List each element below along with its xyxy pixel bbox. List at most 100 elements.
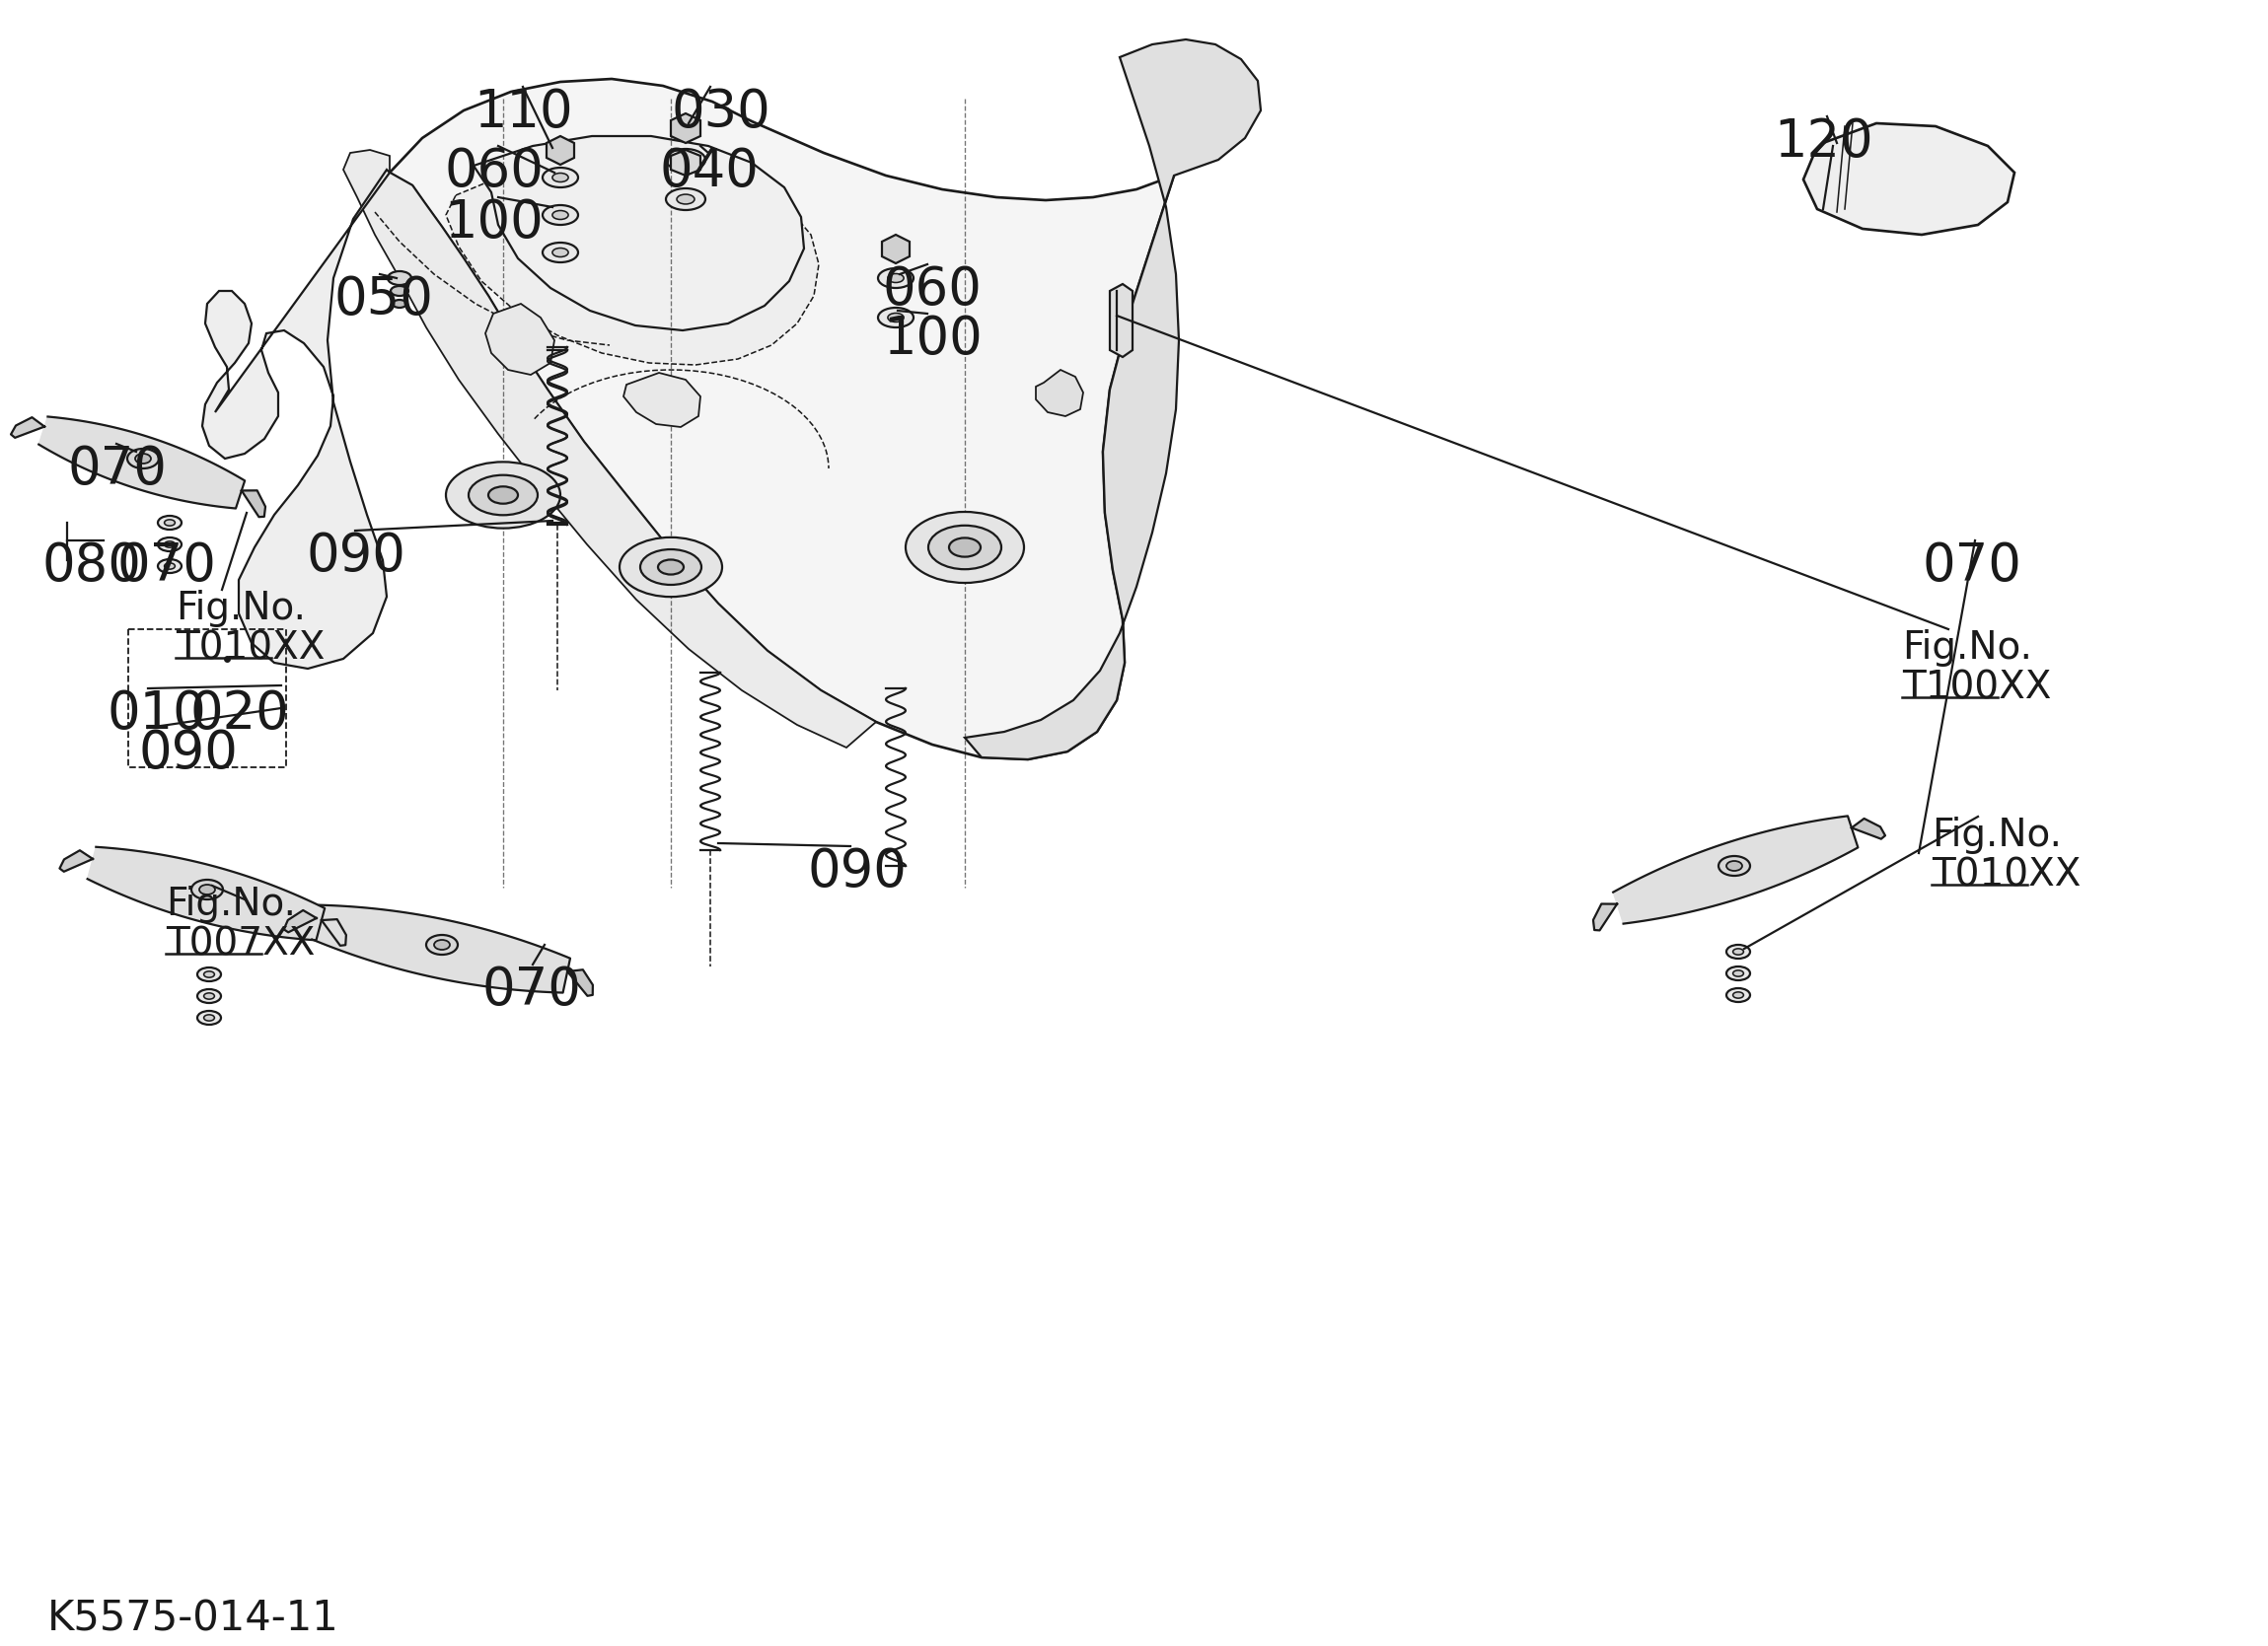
Ellipse shape	[553, 249, 569, 257]
Polygon shape	[624, 372, 701, 426]
Polygon shape	[1803, 123, 2014, 235]
Text: 010: 010	[107, 688, 206, 739]
Ellipse shape	[887, 273, 903, 283]
Ellipse shape	[197, 1011, 220, 1025]
Text: T010XX: T010XX	[175, 629, 324, 667]
Ellipse shape	[676, 194, 694, 204]
Ellipse shape	[1726, 988, 1751, 1002]
Polygon shape	[474, 137, 805, 331]
Polygon shape	[1592, 904, 1617, 930]
Ellipse shape	[163, 563, 175, 570]
Polygon shape	[567, 969, 592, 996]
Text: 070: 070	[481, 965, 581, 1016]
Polygon shape	[882, 235, 909, 263]
Text: 100: 100	[445, 198, 544, 249]
Ellipse shape	[392, 300, 406, 308]
Ellipse shape	[1726, 945, 1751, 958]
Ellipse shape	[159, 538, 181, 551]
Ellipse shape	[1726, 966, 1751, 981]
Ellipse shape	[640, 550, 701, 584]
Polygon shape	[547, 137, 574, 165]
Text: K5575-014-11: K5575-014-11	[48, 1598, 340, 1639]
Ellipse shape	[204, 1014, 215, 1021]
Ellipse shape	[200, 884, 215, 894]
Polygon shape	[313, 905, 569, 993]
Polygon shape	[485, 305, 553, 375]
Ellipse shape	[197, 989, 220, 1002]
Ellipse shape	[878, 268, 914, 288]
Ellipse shape	[905, 512, 1025, 583]
Polygon shape	[342, 150, 875, 747]
Ellipse shape	[1719, 856, 1751, 876]
Polygon shape	[1109, 285, 1132, 357]
Ellipse shape	[197, 968, 220, 981]
Ellipse shape	[136, 454, 152, 464]
Ellipse shape	[1733, 948, 1744, 955]
Ellipse shape	[1733, 969, 1744, 976]
Polygon shape	[671, 150, 701, 176]
Ellipse shape	[159, 515, 181, 530]
Text: 070: 070	[68, 444, 166, 495]
Polygon shape	[243, 491, 265, 517]
Ellipse shape	[127, 449, 159, 469]
Text: Fig.No.: Fig.No.	[1932, 816, 2062, 854]
Text: 100: 100	[882, 314, 982, 365]
Text: Fig.No.: Fig.No.	[166, 886, 295, 923]
Polygon shape	[671, 114, 701, 143]
Text: 110: 110	[474, 87, 574, 138]
Polygon shape	[202, 170, 390, 668]
Text: Fig.No.: Fig.No.	[1903, 629, 2032, 667]
Text: 050: 050	[333, 275, 433, 326]
Ellipse shape	[553, 173, 569, 183]
Polygon shape	[88, 848, 324, 940]
Text: 070: 070	[116, 540, 215, 591]
Ellipse shape	[948, 538, 980, 556]
Text: 070: 070	[1921, 540, 2021, 591]
Ellipse shape	[426, 935, 458, 955]
Text: 090: 090	[306, 530, 406, 583]
Text: Fig.No.: Fig.No.	[175, 589, 306, 627]
Text: 120: 120	[1774, 117, 1873, 168]
Ellipse shape	[390, 286, 408, 296]
Text: 030: 030	[671, 87, 771, 138]
Ellipse shape	[191, 879, 222, 899]
Ellipse shape	[488, 487, 517, 504]
Ellipse shape	[542, 206, 578, 226]
Polygon shape	[11, 418, 45, 438]
Text: 060: 060	[882, 265, 982, 316]
Polygon shape	[59, 851, 93, 872]
Polygon shape	[284, 910, 318, 932]
Ellipse shape	[447, 463, 560, 528]
Ellipse shape	[204, 993, 215, 999]
Ellipse shape	[469, 476, 538, 515]
Text: T007XX: T007XX	[166, 925, 315, 963]
Polygon shape	[1613, 816, 1857, 923]
Ellipse shape	[676, 155, 694, 165]
Text: T100XX: T100XX	[1903, 668, 2050, 706]
Text: 090: 090	[138, 728, 238, 779]
Ellipse shape	[928, 525, 1000, 570]
Ellipse shape	[163, 520, 175, 525]
Ellipse shape	[553, 211, 569, 219]
Ellipse shape	[1733, 993, 1744, 997]
Ellipse shape	[667, 148, 705, 171]
Ellipse shape	[388, 272, 411, 285]
Polygon shape	[322, 918, 347, 946]
Ellipse shape	[163, 542, 175, 548]
Polygon shape	[1851, 818, 1885, 839]
Ellipse shape	[433, 940, 449, 950]
Polygon shape	[447, 158, 819, 365]
Ellipse shape	[658, 560, 683, 574]
Text: 090: 090	[807, 846, 907, 897]
Text: 040: 040	[660, 146, 758, 198]
Polygon shape	[1036, 370, 1084, 416]
Text: 020: 020	[191, 688, 288, 739]
Polygon shape	[39, 416, 245, 509]
Polygon shape	[964, 40, 1261, 759]
Text: 080: 080	[41, 540, 141, 591]
Ellipse shape	[887, 313, 903, 323]
Ellipse shape	[1726, 861, 1742, 871]
Text: T010XX: T010XX	[1932, 856, 2082, 894]
Polygon shape	[390, 79, 1175, 759]
Ellipse shape	[667, 188, 705, 211]
